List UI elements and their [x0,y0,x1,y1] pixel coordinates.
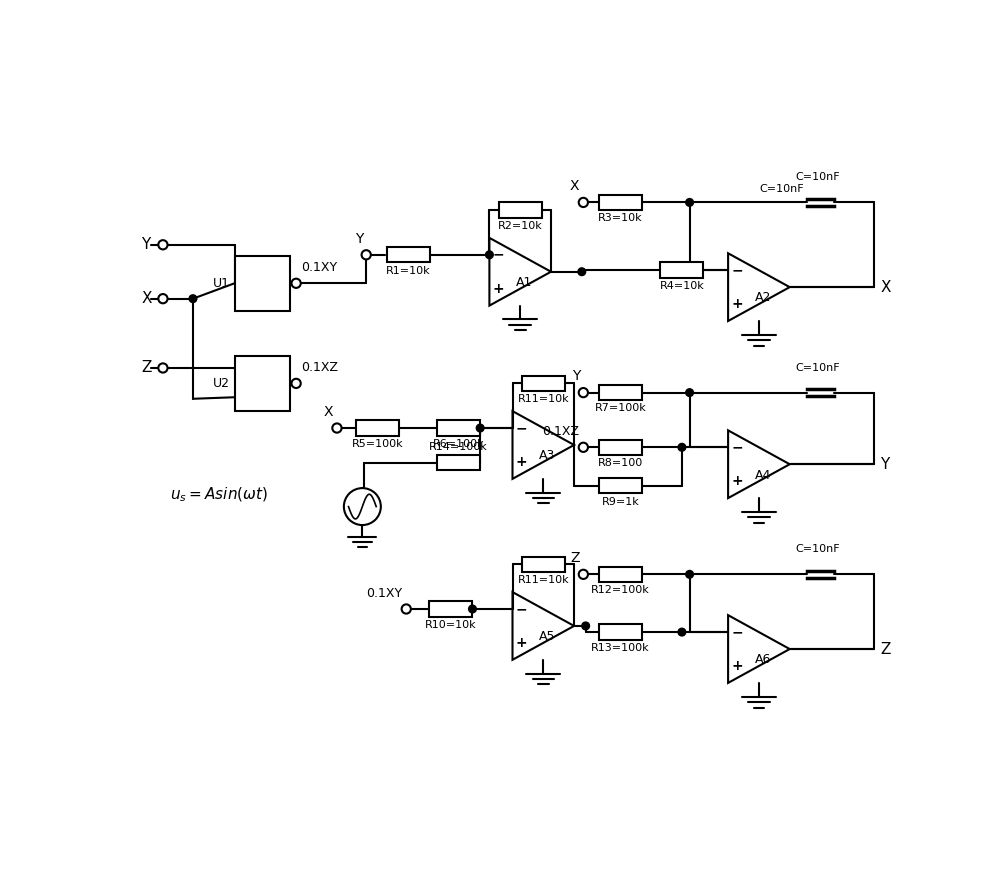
Text: −: − [732,440,743,454]
Text: −: − [732,625,743,639]
Text: +: + [516,636,528,650]
Text: Y: Y [141,237,151,252]
Bar [356,420,399,436]
Text: R8=100: R8=100 [598,458,643,468]
Text: X: X [324,405,333,419]
Text: R3=10k: R3=10k [598,214,643,223]
Text: A3: A3 [539,449,555,462]
Text: 0.1XZ: 0.1XZ [301,361,338,374]
Text: R5=100k: R5=100k [352,439,404,449]
Text: −: − [516,602,528,616]
Circle shape [469,605,476,613]
Text: C=10nF: C=10nF [795,544,840,555]
Text: Z: Z [881,642,891,657]
Circle shape [344,488,381,525]
Circle shape [189,295,197,303]
Text: R4=10k: R4=10k [660,281,704,291]
Text: R9=1k: R9=1k [601,496,639,507]
Text: $u_s = A\mathit{sin}(\omega t)$: $u_s = A\mathit{sin}(\omega t)$ [170,486,268,504]
Bar [522,556,565,572]
Text: 0.1XZ: 0.1XZ [542,425,579,438]
Bar [235,255,290,311]
Circle shape [579,443,588,452]
Text: X: X [881,280,891,295]
Circle shape [158,240,168,249]
Text: U2: U2 [213,377,230,390]
Text: +: + [493,282,504,296]
Text: 0.1XY: 0.1XY [366,587,402,600]
Text: R13=100k: R13=100k [591,643,650,653]
Text: Y: Y [572,370,580,384]
Bar [437,420,480,436]
Text: X: X [141,291,152,306]
Text: A1: A1 [516,276,532,289]
Bar [599,624,642,640]
Text: −: − [493,248,504,262]
Circle shape [579,569,588,579]
Bar [599,439,642,455]
Text: R11=10k: R11=10k [517,394,569,404]
Bar [499,202,542,218]
Bar [599,567,642,582]
Text: C=10nF: C=10nF [759,184,804,194]
Circle shape [686,570,693,578]
Text: +: + [732,297,743,311]
Bar [387,247,430,262]
Bar [599,478,642,494]
Circle shape [678,628,686,636]
Text: R7=100k: R7=100k [594,404,646,413]
Text: R12=100k: R12=100k [591,585,650,595]
Text: R1=10k: R1=10k [386,266,431,276]
Text: A5: A5 [539,630,555,644]
Text: R2=10k: R2=10k [498,221,543,231]
Text: +: + [732,659,743,673]
Text: Y: Y [355,232,363,246]
Text: R14=100k: R14=100k [429,442,488,452]
Bar [235,356,290,411]
Text: U1: U1 [213,276,230,290]
Circle shape [158,364,168,372]
Circle shape [332,424,342,433]
Bar [599,194,642,210]
Text: −: − [516,421,528,435]
Circle shape [686,199,693,207]
Text: +: + [516,455,528,469]
Circle shape [678,444,686,451]
Circle shape [582,622,590,630]
Text: Z: Z [570,551,579,565]
Circle shape [578,268,586,276]
Circle shape [476,424,484,432]
Circle shape [292,378,301,388]
Circle shape [579,198,588,207]
Bar [437,455,480,470]
Circle shape [402,604,411,614]
Text: R6=100k: R6=100k [433,439,484,449]
Text: Z: Z [141,360,152,376]
Bar [429,602,472,617]
Circle shape [686,389,693,397]
Text: 0.1XY: 0.1XY [301,261,337,274]
Text: C=10nF: C=10nF [795,363,840,372]
Text: A6: A6 [755,653,771,666]
Circle shape [362,250,371,259]
Text: R10=10k: R10=10k [425,620,477,630]
Circle shape [579,388,588,398]
Bar [522,376,565,391]
Circle shape [158,294,168,303]
Text: A4: A4 [755,468,771,481]
Circle shape [486,251,493,259]
Text: C=10nF: C=10nF [795,173,840,182]
Bar [660,262,703,278]
Text: Y: Y [881,457,890,472]
Text: X: X [570,179,579,194]
Circle shape [292,279,301,288]
Text: A2: A2 [755,291,771,304]
Text: −: − [732,263,743,277]
Text: +: + [732,474,743,488]
Text: R11=10k: R11=10k [517,576,569,585]
Bar [599,385,642,400]
